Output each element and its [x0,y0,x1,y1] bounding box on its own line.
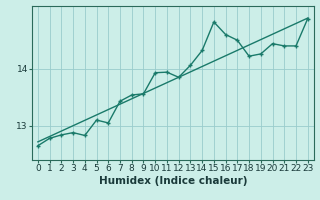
X-axis label: Humidex (Indice chaleur): Humidex (Indice chaleur) [99,176,247,186]
